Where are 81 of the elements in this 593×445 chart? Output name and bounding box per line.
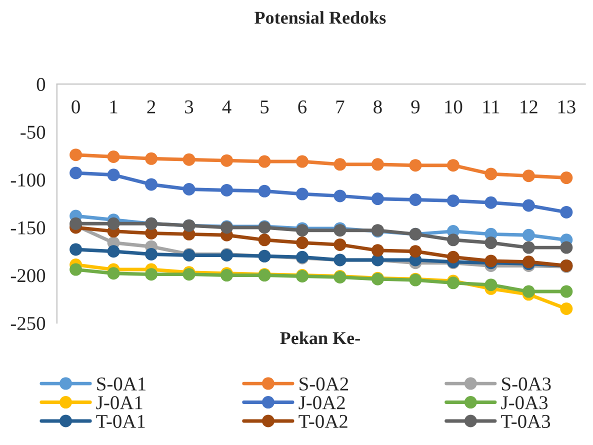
point	[522, 241, 535, 254]
point	[107, 267, 120, 280]
point	[296, 188, 308, 200]
point	[258, 184, 271, 198]
y-tick-label: -100	[10, 174, 46, 187]
point	[145, 178, 158, 191]
legend-label: J-0A1	[96, 396, 142, 410]
point	[522, 228, 535, 242]
point	[560, 206, 573, 218]
point	[182, 183, 196, 196]
x-tick-label: 13	[558, 100, 576, 114]
y-tick-label: -200	[10, 269, 46, 282]
point	[522, 285, 535, 298]
point	[70, 148, 82, 162]
point	[145, 268, 158, 281]
point	[560, 285, 573, 298]
point	[145, 152, 158, 165]
y-tick-label: 0	[36, 78, 46, 92]
point	[296, 155, 308, 168]
point	[484, 168, 498, 180]
x-tick-label: 7	[336, 100, 344, 114]
x-tick-label: 0	[72, 100, 80, 114]
point	[182, 153, 196, 166]
x-tick-label: 9	[411, 100, 420, 114]
point	[107, 245, 120, 258]
point	[409, 194, 422, 206]
point	[258, 155, 271, 168]
point	[220, 184, 234, 196]
x-tick-label: 6	[298, 100, 307, 114]
point	[446, 159, 460, 172]
point	[484, 196, 498, 209]
point	[70, 243, 82, 256]
point	[446, 250, 460, 264]
chart-title: Potensial Redoks	[254, 11, 386, 24]
legend-label: T-0A3	[501, 414, 550, 428]
point	[446, 234, 460, 246]
x-tick-label: 2	[147, 100, 156, 114]
point	[371, 158, 384, 171]
point	[145, 248, 158, 260]
point	[484, 236, 498, 250]
x-axis-title: Pekan Ke-	[280, 332, 360, 344]
point	[409, 159, 422, 172]
point	[560, 172, 573, 184]
legend-label: S-0A1	[97, 377, 146, 391]
point	[371, 192, 384, 206]
point	[371, 244, 384, 257]
point	[446, 194, 460, 207]
x-tick-label: 10	[445, 100, 462, 114]
point	[334, 190, 346, 202]
point	[258, 234, 271, 246]
y-tick-label: -150	[10, 221, 46, 234]
point	[484, 278, 498, 292]
point	[334, 158, 346, 171]
y-tick-label: -50	[20, 126, 46, 139]
legend-label: J-0A2	[298, 396, 345, 410]
x-tick-label: 8	[374, 100, 382, 114]
point	[107, 217, 120, 230]
point	[409, 245, 422, 258]
point	[107, 168, 120, 182]
point	[522, 199, 535, 212]
point	[560, 302, 573, 315]
legend-label: J-0A3	[501, 396, 548, 410]
y-tick-label: -250	[10, 316, 46, 330]
point	[560, 241, 573, 254]
x-tick-label: 11	[483, 100, 500, 114]
point	[107, 150, 120, 163]
point	[522, 170, 535, 182]
x-tick-label: 3	[185, 100, 194, 114]
x-tick-label: 5	[260, 100, 269, 114]
point	[70, 263, 82, 276]
x-tick-label: 4	[222, 100, 232, 114]
legend-label: T-0A2	[298, 414, 348, 428]
point	[296, 236, 308, 250]
point	[334, 238, 346, 251]
point	[70, 166, 82, 180]
legend-label: T-0A1	[96, 414, 145, 428]
point	[220, 154, 234, 167]
x-tick-label: 1	[110, 100, 118, 114]
x-tick-label: 12	[520, 100, 538, 114]
legend-label: S-0A2	[300, 377, 348, 391]
legend-label: S-0A3	[502, 377, 551, 391]
